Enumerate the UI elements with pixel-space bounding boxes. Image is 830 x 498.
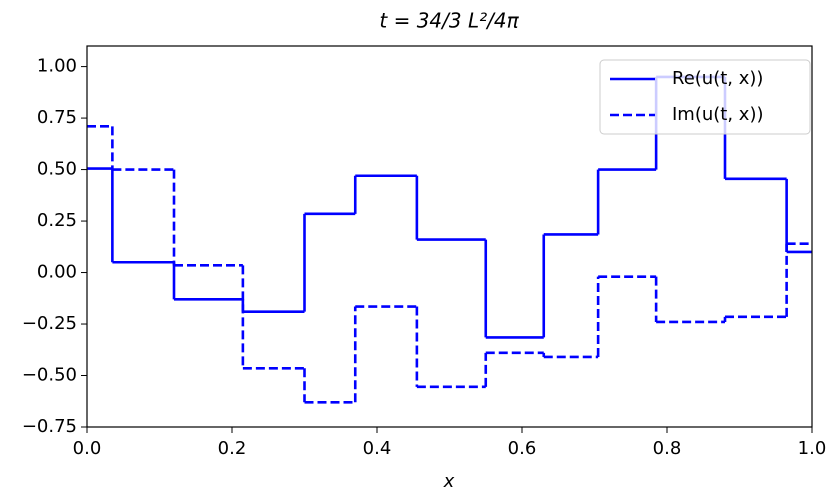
x-tick-label: 0.8: [653, 438, 682, 459]
y-tick-label: −0.75: [22, 416, 77, 437]
y-tick-label: −0.25: [22, 313, 77, 334]
y-tick-label: 0.00: [37, 262, 77, 283]
chart-title: t = 34/3 L²/4π: [379, 9, 519, 33]
legend-label: Im(u(t, x)): [672, 104, 764, 125]
x-tick-label: 1.0: [798, 438, 827, 459]
y-tick-label: −0.50: [22, 365, 77, 386]
x-tick-label: 0.2: [218, 438, 247, 459]
y-tick-label: 0.75: [37, 107, 77, 128]
y-tick-label: 0.50: [37, 159, 77, 180]
x-axis-label: x: [443, 471, 455, 492]
y-tick-label: 1.00: [37, 56, 77, 77]
step-riser: [111, 126, 788, 403]
axes-frame: [86, 45, 813, 428]
x-tick-label: 0.6: [508, 438, 537, 459]
y-tick-label: 0.25: [37, 210, 77, 231]
legend-label: Re(u(t, x)): [672, 68, 763, 89]
x-tick-label: 0.0: [73, 438, 102, 459]
x-tick-label: 0.4: [363, 438, 392, 459]
